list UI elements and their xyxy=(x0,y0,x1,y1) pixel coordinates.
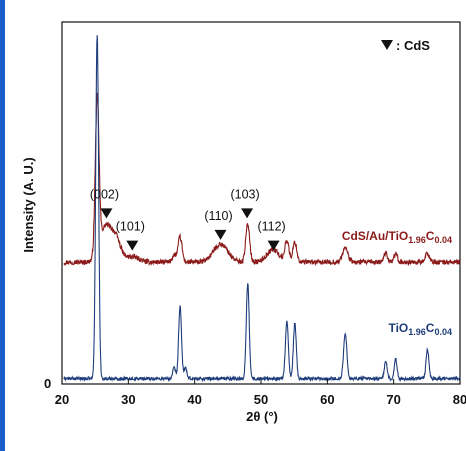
series-label-1: TiO1.96C0.04 xyxy=(388,321,452,337)
cds-peak-marker xyxy=(126,240,139,251)
x-tick-label: 20 xyxy=(55,392,69,407)
miller-index-label: (002) xyxy=(90,187,119,201)
legend: : CdS xyxy=(381,38,430,53)
y-axis-title: Intensity (A. U.) xyxy=(21,157,36,252)
x-tick-label: 30 xyxy=(121,392,135,407)
cds-peak-marker xyxy=(214,229,227,240)
annotation-layer: (002) (101) (110) (103) (112) xyxy=(90,187,286,251)
legend-label: : CdS xyxy=(396,38,430,53)
series-layer: CdS/Au/TiO1.96C0.04 TiO1.96C0.04 xyxy=(63,35,461,383)
x-axis-title: 2θ (°) xyxy=(246,409,278,424)
x-tick-label: 40 xyxy=(187,392,201,407)
series-line-1 xyxy=(63,35,461,383)
x-tick-label: 60 xyxy=(320,392,334,407)
cds-peak-marker xyxy=(100,208,113,219)
series-label-0: CdS/Au/TiO1.96C0.04 xyxy=(342,229,452,245)
cds-peak-marker xyxy=(241,208,254,219)
miller-index-label: (112) xyxy=(257,220,285,234)
series-line-0 xyxy=(63,92,461,267)
miller-index-label: (101) xyxy=(116,220,145,234)
y-zero-label: 0 xyxy=(44,376,51,391)
cds-peak-marker xyxy=(267,240,280,251)
x-tick-label: 80 xyxy=(453,392,466,407)
miller-index-label: (110) xyxy=(204,209,232,223)
miller-index-label: (103) xyxy=(230,187,259,201)
x-tick-label: 50 xyxy=(254,392,268,407)
x-axis: 20 30 40 50 60 70 80 xyxy=(55,379,466,407)
x-tick-label: 70 xyxy=(386,392,400,407)
legend-triangle-marker xyxy=(381,40,393,50)
